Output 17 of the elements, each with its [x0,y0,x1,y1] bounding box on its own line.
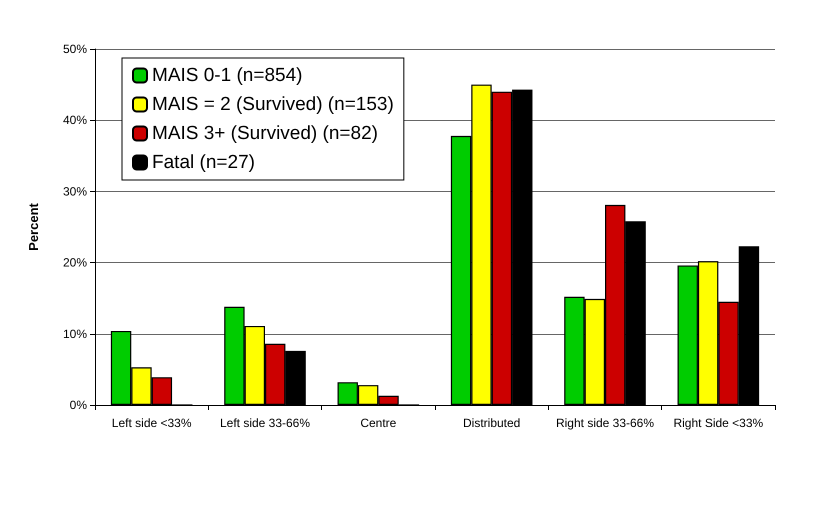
y-tick-label: 50% [62,42,88,56]
x-tick-label: Centre [360,416,397,430]
y-tick-label: 30% [62,184,88,198]
legend-label: MAIS = 2 (Survived) (n=153) [152,94,394,115]
y-tick-label: 40% [62,113,88,128]
y-tick-label: 0% [70,398,88,412]
x-tick-label: Distributed [462,416,520,430]
x-tick-label: Right Side <33% [673,416,764,430]
legend-label: MAIS 0-1 (n=854) [152,65,302,86]
legend-label: MAIS 3+ (Survived) (n=82) [152,123,378,144]
y-tick-label: 20% [62,256,88,270]
y-tick-label: 10% [62,326,88,341]
legend-label: Fatal (n=27) [152,152,255,173]
x-tick-label: Left side 33-66% [220,416,310,430]
x-tick-label: Left side <33% [112,416,192,430]
y-axis-title: Percent [26,202,41,251]
x-tick-label: Right side 33-66% [556,416,654,430]
